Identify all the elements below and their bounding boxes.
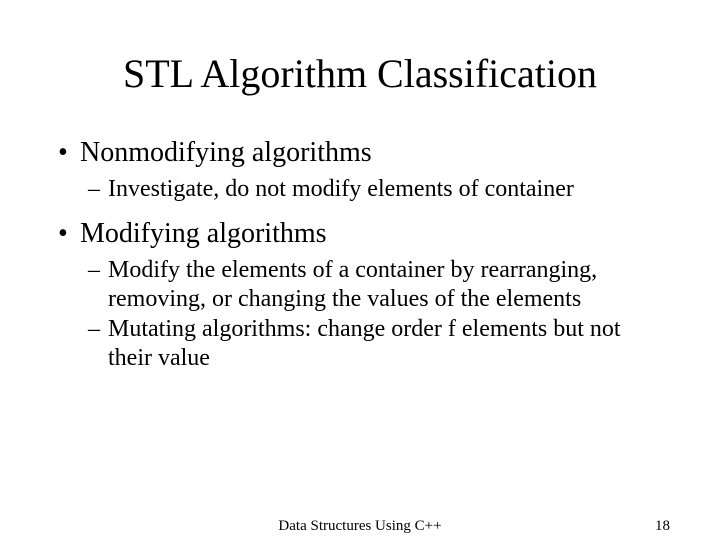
sub-list: Investigate, do not modify elements of c… (50, 175, 670, 204)
bullet-list: Nonmodifying algorithms Investigate, do … (50, 137, 670, 373)
slide-number: 18 (655, 518, 670, 535)
footer-center-text: Data Structures Using C++ (278, 518, 441, 535)
sub-list: Modify the elements of a container by re… (50, 256, 670, 373)
bullet-item: Modifying algorithms (50, 218, 670, 250)
sub-item: Modify the elements of a container by re… (50, 256, 670, 314)
bullet-item: Nonmodifying algorithms (50, 137, 670, 169)
slide-title: STL Algorithm Classification (50, 50, 670, 97)
sub-item: Mutating algorithms: change order f elem… (50, 315, 670, 373)
sub-item: Investigate, do not modify elements of c… (50, 175, 670, 204)
